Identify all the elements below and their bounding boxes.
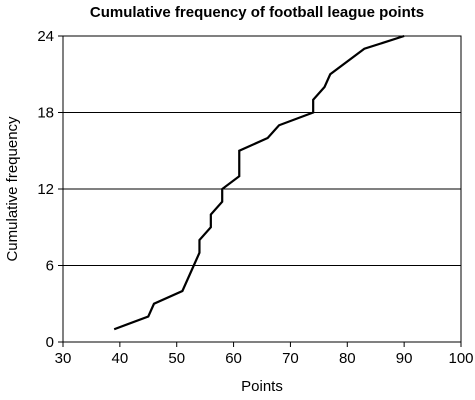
x-tick-label-100: 100 [448, 350, 473, 367]
x-tick-label-30: 30 [55, 350, 72, 367]
y-tick-label-12: 12 [37, 181, 54, 198]
y-tick-label-24: 24 [37, 28, 54, 45]
series-line-0 [113, 34, 405, 331]
x-tick-label-70: 70 [282, 350, 299, 367]
y-tick-label-0: 0 [46, 334, 54, 351]
x-tick-label-90: 90 [396, 350, 413, 367]
y-axis-label: Cumulative frequency [4, 116, 21, 262]
x-tick-labels: 30 40 50 60 70 80 90 100 [55, 350, 474, 367]
chart-title: Cumulative frequency of football league … [90, 4, 424, 21]
y-tick-label-6: 6 [46, 258, 54, 275]
x-tick-label-50: 50 [168, 350, 185, 367]
gridlines [63, 35, 461, 266]
x-axis-label: Points [241, 378, 283, 395]
y-tick-labels: 0 6 12 18 24 [37, 28, 54, 351]
series-layer [113, 34, 405, 331]
x-tick-label-60: 60 [225, 350, 242, 367]
y-tick-label-18: 18 [37, 105, 54, 122]
x-tick-label-80: 80 [339, 350, 356, 367]
x-tick-label-40: 40 [112, 350, 129, 367]
axes [58, 35, 462, 347]
